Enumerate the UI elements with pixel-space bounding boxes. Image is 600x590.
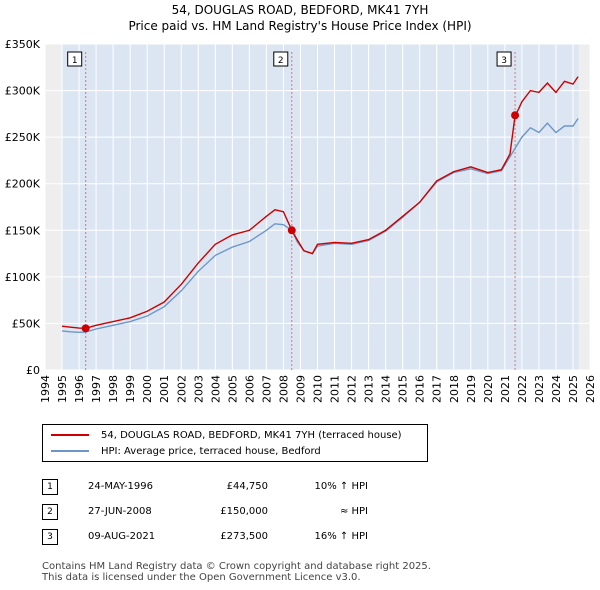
y-tick-label: £350K <box>5 38 41 51</box>
x-tick-label: 1997 <box>90 375 103 403</box>
x-tick-label: 2017 <box>431 375 444 403</box>
sale-row: 2 27-JUN-2008 £150,000 ≈ HPI <box>42 499 368 524</box>
legend-swatch-property <box>51 434 89 436</box>
x-tick-label: 2007 <box>260 375 273 403</box>
x-tick-label: 2013 <box>363 375 376 403</box>
x-tick-label: 2009 <box>294 375 307 403</box>
x-tick-label: 2020 <box>482 375 495 403</box>
legend-label-property: 54, DOUGLAS ROAD, BEDFORD, MK41 7YH (ter… <box>101 429 402 441</box>
y-tick-label: £200K <box>5 178 41 191</box>
footer-copyright: Contains HM Land Registry data © Crown c… <box>42 561 431 572</box>
sale-point <box>287 226 296 235</box>
sales-table: 1 24-MAY-1996 £44,750 10% ↑ HPI 2 27-JUN… <box>42 474 368 549</box>
shaded-region <box>578 44 590 370</box>
x-tick-label: 1998 <box>107 375 120 403</box>
hpi-line <box>61 118 579 334</box>
x-tick-label: 2023 <box>533 375 546 403</box>
y-tick-label: £0 <box>26 364 40 377</box>
x-tick-label: 2024 <box>550 375 563 403</box>
x-tick-label: 2016 <box>414 375 427 403</box>
legend-label-hpi: HPI: Average price, terraced house, Bedf… <box>101 445 321 457</box>
legend: 54, DOUGLAS ROAD, BEDFORD, MK41 7YH (ter… <box>42 424 428 462</box>
marker-label: 1 <box>72 56 78 66</box>
x-tick-label: 2000 <box>141 375 154 403</box>
y-tick-label: £250K <box>5 131 41 144</box>
x-tick-label: 2015 <box>397 375 410 403</box>
marker-box <box>496 51 512 67</box>
y-tick-label: £50K <box>12 317 41 330</box>
marker-label: 3 <box>501 56 507 66</box>
x-tick-label: 1999 <box>124 375 137 403</box>
x-tick-label: 2012 <box>346 375 359 403</box>
legend-swatch-hpi <box>51 450 89 452</box>
x-tick-label: 2018 <box>448 375 461 403</box>
property-price-line <box>61 76 579 330</box>
x-tick-label: 2011 <box>329 375 342 403</box>
x-tick-label: 2019 <box>465 375 478 403</box>
x-tick-label: 1994 <box>39 375 52 403</box>
sale-marker: 1 <box>42 478 58 495</box>
x-tick-label: 2006 <box>243 375 256 403</box>
x-tick-label: 1996 <box>73 375 86 403</box>
sale-point <box>81 324 90 333</box>
x-tick-label: 2005 <box>226 375 239 403</box>
y-tick-label: £100K <box>5 271 41 284</box>
x-tick-label: 2025 <box>567 375 580 403</box>
footer-licence: This data is licensed under the Open Gov… <box>42 572 361 583</box>
x-tick-label: 2014 <box>380 375 393 403</box>
x-tick-label: 2022 <box>516 375 529 403</box>
marker-box <box>273 51 289 67</box>
marker-box <box>67 51 83 67</box>
chart-subtitle: Price paid vs. HM Land Registry's House … <box>128 19 472 33</box>
y-tick-label: £150K <box>5 224 41 237</box>
x-tick-label: 2001 <box>158 375 171 403</box>
sale-price: £44,750 <box>226 481 268 492</box>
sale-hpi-comparison: ≈ HPI <box>339 506 368 517</box>
legend-entry-hpi: HPI: Average price, terraced house, Bedf… <box>51 443 321 459</box>
sale-hpi-comparison: 10% ↑ HPI <box>314 481 368 492</box>
sale-row: 1 24-MAY-1996 £44,750 10% ↑ HPI <box>42 474 368 499</box>
x-tick-label: 2002 <box>175 375 188 403</box>
sale-marker: 3 <box>42 528 58 545</box>
x-tick-label: 2003 <box>192 375 205 403</box>
legend-entry-property: 54, DOUGLAS ROAD, BEDFORD, MK41 7YH (ter… <box>51 427 402 443</box>
sale-marker: 2 <box>42 503 58 520</box>
price-chart: £0 £50K £100K £150K £200K £250K £300K £350K 1994… <box>5 38 597 403</box>
sale-date: 27-JUN-2008 <box>88 506 152 517</box>
sale-price: £273,500 <box>220 531 268 542</box>
footer: Contains HM Land Registry data © Crown c… <box>42 561 431 583</box>
sale-date: 24-MAY-1996 <box>88 481 154 492</box>
x-tick-label: 2008 <box>277 375 290 403</box>
sale-price: £150,000 <box>220 506 268 517</box>
x-tick-label: 2021 <box>499 375 512 403</box>
y-tick-label: £300K <box>5 85 41 98</box>
sale-hpi-comparison: 16% ↑ HPI <box>314 531 368 542</box>
sale-row: 3 09-AUG-2021 £273,500 16% ↑ HPI <box>42 524 368 549</box>
shaded-region <box>45 44 63 370</box>
sale-point <box>511 111 520 120</box>
x-tick-label: 2010 <box>312 375 325 403</box>
x-tick-label: 2004 <box>209 375 222 403</box>
marker-label: 2 <box>278 56 284 66</box>
x-tick-label: 1995 <box>56 375 69 403</box>
sale-date: 09-AUG-2021 <box>88 531 156 542</box>
chart-title: 54, DOUGLAS ROAD, BEDFORD, MK41 7YH <box>171 3 429 17</box>
x-tick-label: 2026 <box>584 375 597 403</box>
